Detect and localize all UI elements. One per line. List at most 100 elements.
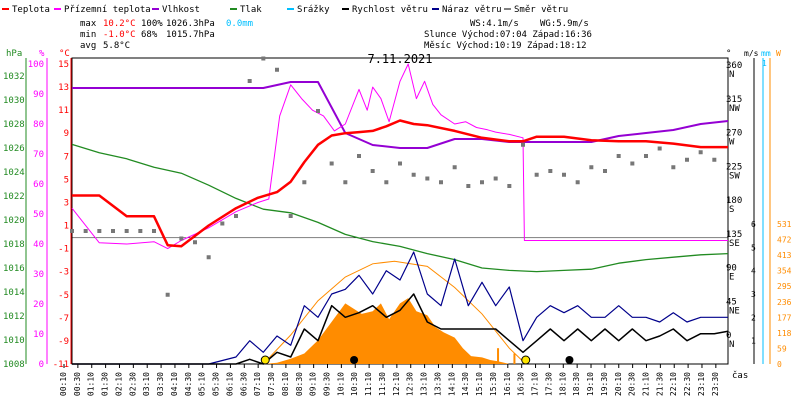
solar-radiation-spike [497, 348, 500, 364]
wind-direction-point [616, 154, 621, 158]
time-tick-label: 00:10 [59, 372, 68, 396]
stat-avg-temp: 5.8°C [103, 41, 130, 51]
legend-label: Srážky [297, 5, 330, 15]
direction-tick-deg: 45 [726, 297, 737, 307]
legend-label: Směr větru [514, 5, 568, 15]
unit-ms: m/s [744, 49, 759, 58]
temperature-tick-label: -5 [58, 291, 69, 301]
stat-max-press: 1026.3hPa [166, 19, 215, 29]
wind-direction-point [466, 184, 471, 188]
radiation-tick-label: 472 [777, 236, 792, 245]
humidity-line [72, 81, 729, 149]
speed-tick-label: 6 [751, 220, 756, 229]
stat-min-press: 1015.7hPa [166, 30, 215, 40]
wind-direction-point [671, 165, 676, 170]
wind-direction-point [452, 165, 457, 170]
wind-direction-point [288, 214, 293, 218]
pressure-tick-label: 1032 [3, 72, 25, 82]
ground-temperature-line [71, 63, 728, 250]
direction-tick-dir: N [729, 340, 734, 350]
temperature-tick-label: 11 [58, 106, 69, 116]
wind-direction-point [97, 229, 102, 233]
pressure-tick-label: 1030 [3, 96, 25, 106]
solar-radiation-spike [513, 353, 516, 364]
wind-direction-point [234, 214, 238, 218]
temperature-tick-label: -1 [58, 245, 69, 255]
direction-tick-deg: 360 [726, 61, 742, 71]
time-tick-label: 22:30 [683, 372, 692, 396]
legend-label: Teplota [12, 5, 50, 15]
temperature-tick-label: -7 [58, 314, 69, 324]
wind-direction-point [275, 67, 279, 72]
time-tick-label: 09:30 [323, 372, 332, 396]
time-tick-label: 15:10 [475, 372, 484, 396]
pressure-tick-label: 1014 [3, 288, 25, 298]
legend-label: Náraz větru [442, 5, 502, 15]
humidity-tick-label: 70 [33, 150, 44, 160]
stat-wind-speed: WS:4.1m/s [470, 19, 519, 29]
time-tick-label: 10:10 [336, 372, 345, 396]
time-tick-label: 20:10 [614, 372, 623, 396]
time-tick-label: 22:10 [669, 372, 678, 396]
speed-tick-label: 3 [751, 290, 756, 299]
temperature-tick-label: 1 [64, 222, 69, 232]
time-tick-label: 11:30 [378, 372, 387, 396]
direction-tick-deg: 90 [726, 264, 737, 274]
rain-tick-label: 1 [762, 59, 767, 68]
wind-direction-point [698, 150, 703, 155]
humidity-tick-label: 80 [33, 120, 44, 130]
wind-direction-point [370, 169, 375, 173]
time-tick-label: 17:30 [544, 372, 553, 396]
stat-max-temp: 10.2°C [103, 19, 136, 29]
time-tick-label: 02:30 [128, 372, 137, 396]
moonset-marker [565, 356, 574, 364]
humidity-tick-label: 90 [33, 90, 44, 100]
direction-tick-dir: SE [729, 239, 740, 249]
wind-direction-point [329, 161, 334, 166]
direction-tick-dir: E [729, 273, 734, 283]
time-tick-label: 14:10 [447, 372, 456, 396]
stat-wind-gust: WG:5.9m/s [540, 19, 589, 29]
sunrise-marker [260, 355, 270, 365]
time-tick-label: 05:30 [212, 372, 221, 396]
radiation-tick-label: 413 [777, 251, 792, 260]
sunset-marker [521, 355, 531, 365]
radiation-tick-label: 354 [777, 267, 792, 276]
solar-potential-line [262, 260, 527, 365]
time-tick-label: 01:10 [87, 372, 96, 396]
humidity-tick-label: 30 [33, 270, 44, 280]
time-tick-label: 09:10 [309, 372, 318, 396]
time-tick-label: 23:10 [697, 372, 706, 396]
humidity-tick-label: 10 [33, 330, 44, 340]
direction-tick-deg: 315 [726, 95, 742, 105]
time-tick-label: 18:30 [572, 372, 581, 396]
stat-max-label: max [80, 19, 97, 29]
wind-direction-point [152, 229, 156, 233]
wind-direction-point [193, 240, 197, 245]
stat-max-hum: 100% [141, 19, 163, 29]
radiation-tick-label: 295 [777, 282, 792, 291]
direction-tick-dir: SW [729, 171, 740, 181]
wind-direction-point [343, 180, 348, 185]
time-tick-label: 21:10 [641, 372, 650, 396]
pressure-tick-label: 1028 [3, 120, 25, 130]
legend-label: Rychlost větru [352, 5, 428, 15]
stat-min-temp: -1.0°C [103, 30, 136, 40]
time-tick-label: 04:30 [184, 372, 193, 396]
humidity-tick-label: 100 [28, 60, 44, 70]
unit-hpa: hPa [6, 49, 22, 59]
time-tick-label: 16:10 [503, 372, 512, 396]
wind-direction-point [685, 157, 689, 162]
time-tick-label: 08:10 [281, 372, 290, 396]
direction-tick-deg: 180 [726, 196, 742, 206]
time-tick-label: 00:30 [73, 372, 82, 396]
time-tick-label: 04:10 [170, 372, 179, 396]
wind-direction-point [302, 180, 307, 185]
direction-tick-dir: S [729, 205, 734, 215]
wind-direction-point [534, 172, 539, 177]
humidity-tick-label: 50 [33, 210, 44, 220]
chart-title: 7.11.2021 [367, 52, 432, 66]
wind-direction-point [712, 157, 717, 162]
wind-direction-point [70, 229, 74, 233]
